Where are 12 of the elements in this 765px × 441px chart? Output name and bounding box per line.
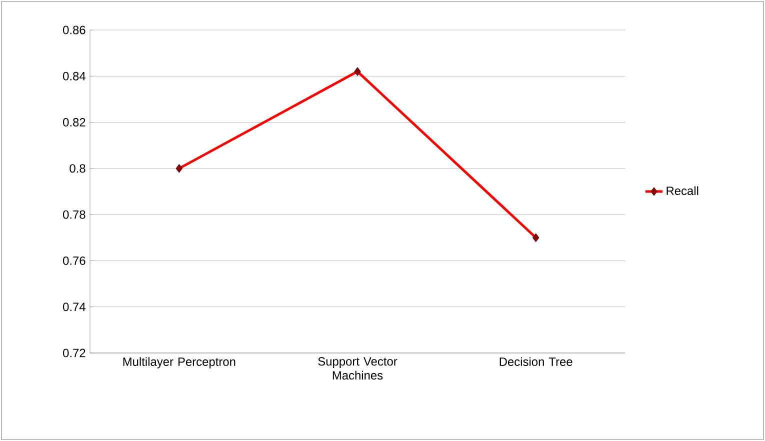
- y-tick-label: 0.74: [63, 302, 86, 312]
- y-tick-label: 0.82: [63, 118, 86, 127]
- y-tick-label: 0.86: [63, 26, 86, 34]
- x-tick-label: Support Vector Machines: [318, 357, 398, 380]
- legend-label: Recall: [666, 186, 698, 196]
- x-tick-label: Decision Tree: [500, 357, 572, 366]
- x-tick-label: Multilayer Perceptron: [123, 357, 236, 368]
- y-tick-label: 0.84: [63, 72, 86, 80]
- y-tick-label: 0.72: [63, 348, 86, 358]
- y-tick-label: 0.76: [63, 256, 86, 265]
- y-tick-label: 0.8: [70, 164, 86, 173]
- y-tick-label: 0.78: [63, 210, 86, 219]
